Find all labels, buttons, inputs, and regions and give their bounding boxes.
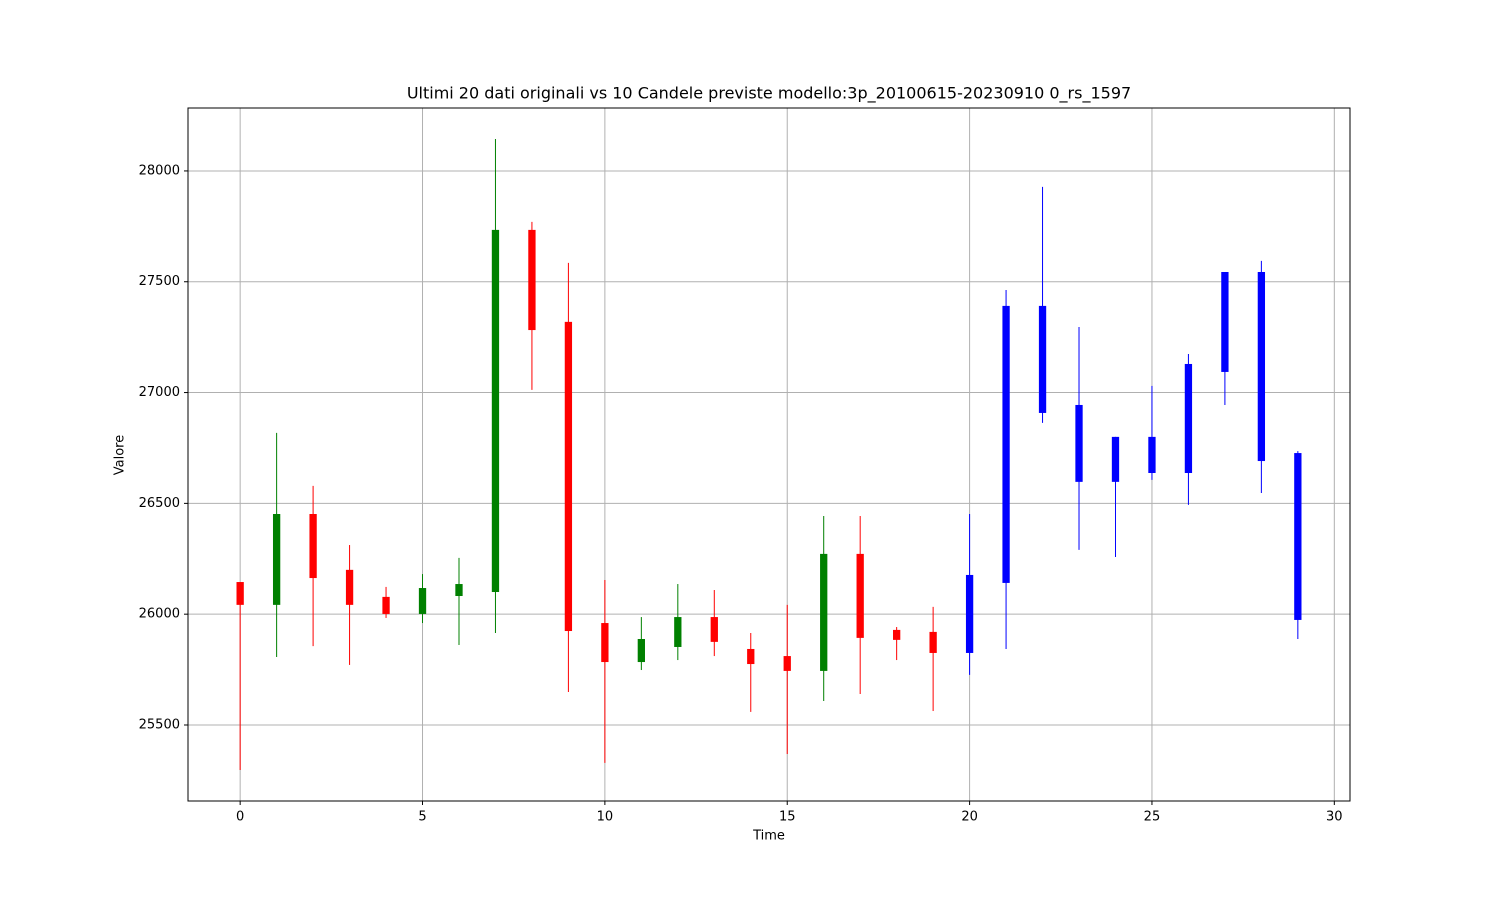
candle-body <box>418 588 427 614</box>
x-axis-label: Time <box>752 829 785 844</box>
x-tick-label: 0 <box>236 810 244 825</box>
candle-body <box>747 648 755 665</box>
candle-body <box>965 574 974 653</box>
y-tick-label: 26000 <box>139 607 180 622</box>
candle-body <box>309 514 317 579</box>
y-tick-label: 27000 <box>139 385 180 400</box>
x-tick-label: 30 <box>1326 810 1343 825</box>
y-tick-label: 25500 <box>139 717 180 732</box>
candle-body <box>1075 404 1083 482</box>
candle-body <box>272 514 281 605</box>
candle-body <box>1002 305 1010 583</box>
x-tick-label: 25 <box>1144 810 1161 825</box>
y-axis-label: Valore <box>113 435 128 475</box>
candle-body <box>674 617 682 647</box>
candle-body <box>601 623 609 663</box>
y-tick-label: 27500 <box>139 274 180 289</box>
candle-body <box>1257 271 1266 462</box>
candle-body <box>783 656 791 671</box>
plot-frame <box>187 107 1351 802</box>
candle-body <box>528 229 536 331</box>
candle-body <box>1038 305 1047 413</box>
candle-body <box>820 553 828 671</box>
candle-body <box>382 596 390 614</box>
candle-body <box>1148 436 1156 474</box>
x-tick-label: 10 <box>597 810 614 825</box>
y-tick-label: 28000 <box>139 163 180 178</box>
candle-body <box>1221 271 1229 372</box>
candle-body <box>893 629 901 640</box>
candle-body <box>1184 363 1193 474</box>
candle-body <box>455 584 463 597</box>
y-tick-label: 26500 <box>139 496 180 511</box>
chart-title: Ultimi 20 dati originali vs 10 Candele p… <box>407 84 1131 104</box>
x-tick-label: 20 <box>961 810 978 825</box>
candle-body <box>856 553 864 638</box>
candles <box>236 139 1302 770</box>
candle-body <box>1111 436 1120 482</box>
candle-body <box>929 631 937 653</box>
candle-body <box>1294 453 1302 620</box>
candle-body <box>710 617 718 642</box>
candle-body <box>345 569 354 605</box>
candle-body <box>637 638 645 663</box>
candle-body <box>564 321 573 632</box>
x-tick-label: 5 <box>418 810 426 825</box>
candle-body <box>491 229 500 593</box>
x-tick-label: 15 <box>779 810 796 825</box>
candle-body <box>236 582 244 605</box>
